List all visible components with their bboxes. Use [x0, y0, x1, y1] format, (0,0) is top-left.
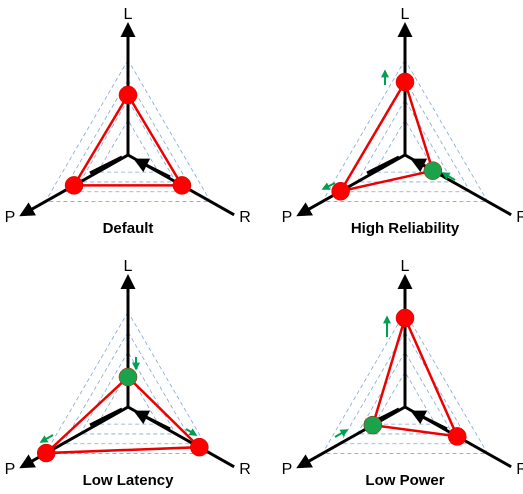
axis-label: R — [516, 209, 523, 226]
profile-triangle — [71, 92, 185, 187]
guide-triangle — [96, 371, 160, 425]
vertex-dot — [64, 176, 84, 195]
axis-label: R — [239, 209, 251, 226]
change-arrow — [185, 428, 198, 436]
vertex-dot — [363, 415, 383, 435]
axis-label: P — [5, 461, 16, 478]
vertex-dot — [36, 443, 56, 463]
profile-triangle — [42, 375, 203, 455]
guide-triangle — [62, 79, 194, 193]
guide-triangle — [321, 311, 489, 454]
guide-triangle — [373, 371, 437, 425]
profile-triangle — [371, 314, 460, 438]
guide-triangle — [62, 331, 194, 445]
inner-axis — [89, 155, 123, 175]
guide-triangle — [44, 59, 212, 202]
axis-label: P — [282, 209, 293, 226]
change-arrow — [321, 182, 336, 190]
guide-triangle — [356, 351, 454, 435]
change-arrow — [39, 434, 54, 443]
axis-label: L — [124, 6, 133, 23]
axis-label: R — [516, 461, 523, 478]
inner-axis — [89, 407, 123, 427]
axis-label: L — [401, 258, 410, 275]
profile-triangle — [338, 78, 435, 194]
axis-label: P — [5, 209, 16, 226]
panel-caption: Default — [103, 220, 154, 237]
guide-triangle — [79, 351, 177, 435]
change-arrow — [441, 172, 456, 181]
vertex-dot — [172, 176, 192, 195]
axis-label: L — [124, 258, 133, 275]
change-arrow — [334, 429, 349, 438]
axis-label: P — [282, 461, 293, 478]
vertex-dot — [118, 367, 138, 387]
vertex-dot — [395, 72, 415, 92]
inner-axis — [410, 410, 448, 431]
guide-triangle — [96, 119, 160, 173]
guide-triangle — [321, 59, 489, 202]
panel-caption: Low Latency — [83, 472, 175, 489]
panel-caption: Low Power — [365, 472, 444, 489]
vertex-dot — [331, 182, 350, 201]
vertex-dot — [190, 437, 209, 457]
guide-triangle — [79, 99, 177, 183]
inner-axis — [133, 158, 171, 179]
inner-axis — [133, 410, 171, 431]
axis — [19, 405, 129, 469]
inner-axis — [366, 155, 400, 175]
guide-triangle — [339, 331, 471, 445]
vertex-dot — [447, 427, 467, 446]
vertex-dot — [423, 161, 443, 180]
guide-triangle — [356, 99, 454, 183]
vertex-dot — [118, 85, 138, 105]
axis-label: R — [239, 461, 251, 478]
vertex-dot — [395, 308, 415, 328]
guide-triangle — [44, 311, 212, 454]
panel-caption: High Reliability — [351, 220, 460, 237]
axis — [296, 405, 406, 469]
axis — [296, 153, 406, 217]
guide-triangle — [373, 119, 437, 173]
axis-label: L — [401, 6, 410, 23]
